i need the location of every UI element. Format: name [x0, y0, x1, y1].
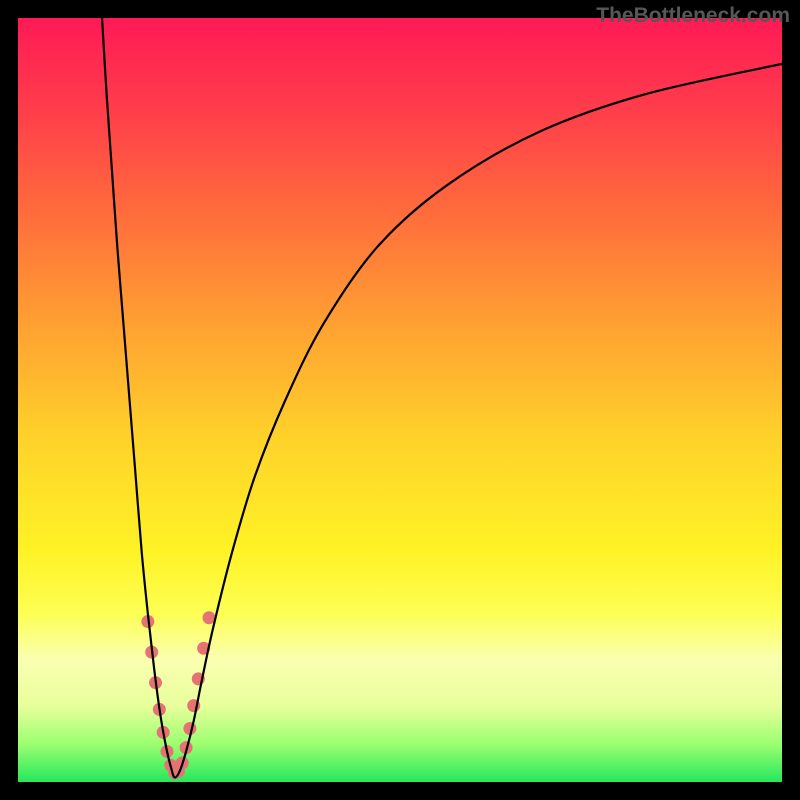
watermark-text: TheBottleneck.com	[596, 4, 790, 28]
chart-svg	[0, 0, 800, 800]
chart-background-gradient	[18, 18, 782, 782]
bottleneck-chart: TheBottleneck.com	[0, 0, 800, 800]
